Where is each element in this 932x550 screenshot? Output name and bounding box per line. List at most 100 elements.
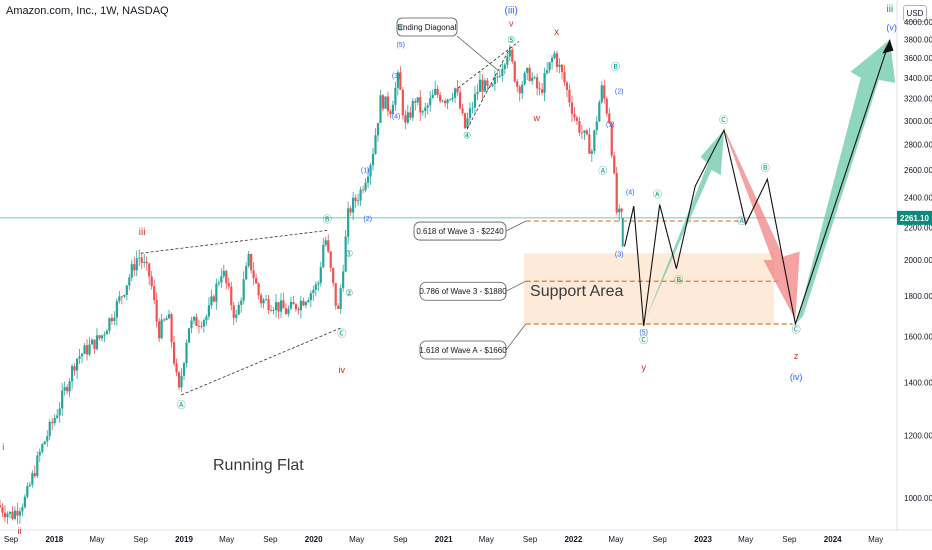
time-tick-label: May xyxy=(219,535,234,544)
candle-body xyxy=(307,300,310,303)
candle-body xyxy=(536,77,539,89)
candle-body xyxy=(553,53,556,59)
candle-body xyxy=(250,254,253,271)
candle-body xyxy=(299,300,302,311)
time-tick-label: Sep xyxy=(523,535,538,544)
wave-label: iii xyxy=(887,4,894,15)
candle-body xyxy=(123,294,126,297)
time-tick-label: May xyxy=(89,535,104,544)
wave-label: z xyxy=(794,351,799,361)
candle-body xyxy=(230,286,233,306)
candle-body xyxy=(610,123,613,156)
time-tick-label: Sep xyxy=(782,535,797,544)
candle-body xyxy=(518,86,521,94)
candle-body xyxy=(125,285,128,295)
candle-body xyxy=(304,302,307,306)
time-tick-label: May xyxy=(608,535,623,544)
wave-label: ① xyxy=(345,249,353,259)
candle-body xyxy=(491,84,494,87)
candle-body xyxy=(237,304,240,315)
candle-body xyxy=(337,305,340,309)
candle-body xyxy=(145,261,148,264)
candle-body xyxy=(319,267,322,283)
time-tick-label: 2022 xyxy=(564,535,582,544)
candle-body xyxy=(439,94,442,102)
candle-body xyxy=(90,339,94,345)
time-tick-label: Sep xyxy=(393,535,408,544)
fib-callout-label: 0.786 of Wave 3 - $1880 xyxy=(419,287,507,296)
projection-arrowhead xyxy=(882,39,894,54)
time-tick-label: May xyxy=(479,535,494,544)
candle-body xyxy=(41,444,44,452)
candle-body xyxy=(135,258,138,271)
candle-body xyxy=(61,390,64,409)
time-tick-label: 2023 xyxy=(694,535,712,544)
candle-body xyxy=(118,296,121,302)
candle-body xyxy=(274,302,278,311)
candle-body xyxy=(541,89,544,93)
candle-body xyxy=(324,240,327,245)
candle-body xyxy=(245,266,248,280)
candle-body xyxy=(202,320,206,327)
projection-down-arrow xyxy=(723,130,800,320)
candle-body xyxy=(314,284,317,290)
wave-label: (iii) xyxy=(505,6,518,17)
wave-label: Ⓐ xyxy=(598,166,607,176)
candle-body xyxy=(399,72,402,90)
candle-body xyxy=(205,316,208,321)
fib-callout-pointer xyxy=(505,323,527,351)
candle-body xyxy=(555,53,559,67)
wave-label: y xyxy=(641,362,646,372)
candle-body xyxy=(344,236,347,272)
candle-body xyxy=(182,363,186,376)
candle-body xyxy=(424,107,427,112)
price-tick-label: 3200.00 xyxy=(904,95,932,104)
candle-body xyxy=(583,130,586,133)
time-tick-label: 2020 xyxy=(305,535,323,544)
candle-body xyxy=(523,72,526,85)
wave-label: (4) xyxy=(626,190,635,197)
candle-body xyxy=(429,98,432,106)
candle-body xyxy=(414,101,417,103)
candle-body xyxy=(620,208,623,212)
candle-body xyxy=(366,176,370,183)
candle-body xyxy=(496,76,499,78)
candle-body xyxy=(354,197,357,201)
candle-body xyxy=(75,358,79,371)
candle-body xyxy=(563,71,566,83)
candle-body xyxy=(133,264,136,271)
price-tick-label: 2000.00 xyxy=(904,256,932,265)
candle-body xyxy=(503,64,506,70)
candle-body xyxy=(78,356,81,359)
candle-body xyxy=(615,173,618,213)
last-price-tag xyxy=(897,210,932,225)
candle-body xyxy=(426,105,429,108)
candle-body xyxy=(352,197,355,213)
candle-body xyxy=(575,117,579,121)
wave-label: Ⓒ xyxy=(337,329,346,339)
candle-body xyxy=(501,69,504,76)
candle-body xyxy=(600,85,603,103)
candle-body xyxy=(384,96,387,109)
candle-body xyxy=(165,318,168,321)
wave-label: ③ xyxy=(396,23,404,33)
candle-body xyxy=(110,318,114,322)
candle-body xyxy=(289,301,293,309)
chart-title: Amazon.com, Inc., 1W, NASDAQ xyxy=(6,5,169,17)
wave-label: (v) xyxy=(886,23,897,33)
candle-body xyxy=(1,506,4,513)
time-tick-label: 2018 xyxy=(45,535,63,544)
candle-body xyxy=(486,80,489,86)
candle-body xyxy=(180,375,183,388)
candle-body xyxy=(461,108,464,114)
wave-label: ④ xyxy=(463,130,471,140)
currency-badge[interactable]: USD xyxy=(903,5,927,22)
candle-body xyxy=(396,72,399,88)
fib-callout-box xyxy=(419,281,507,301)
candle-body xyxy=(560,64,564,72)
wave-label: (iv) xyxy=(790,372,803,382)
candle-body xyxy=(448,99,452,100)
fib-callout-box xyxy=(413,221,507,241)
candle-body xyxy=(8,511,12,514)
ending-diagonal-pointer xyxy=(456,35,498,71)
